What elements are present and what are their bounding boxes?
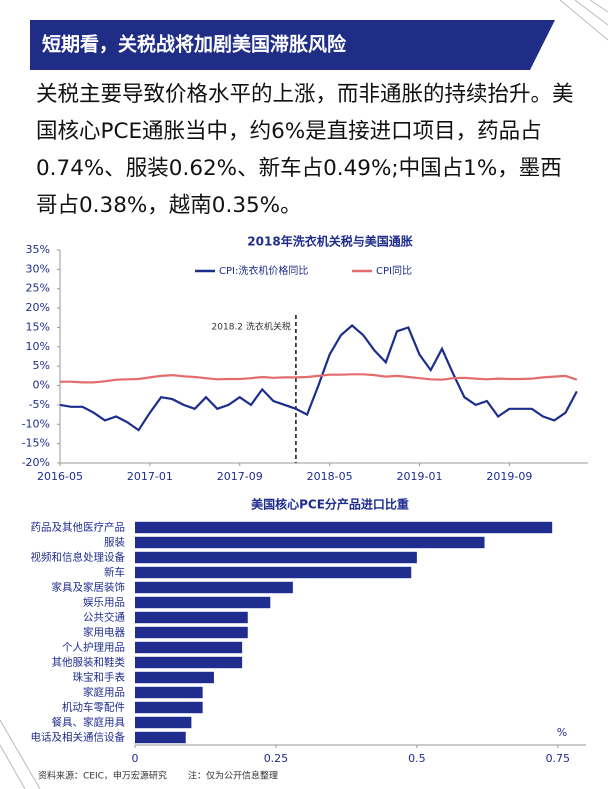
y-tick-label: 0% xyxy=(33,379,50,392)
bar xyxy=(135,686,203,699)
bar xyxy=(135,536,485,549)
legend-label: CPI同比 xyxy=(376,265,412,277)
category-label: 其他服装和鞋类 xyxy=(52,656,126,669)
bar xyxy=(135,596,271,609)
header-band xyxy=(30,20,555,70)
category-label: 个人护理用品 xyxy=(62,641,125,654)
bar xyxy=(135,521,553,534)
category-label: 家庭用品 xyxy=(83,686,125,699)
x-tick-label: 0.75 xyxy=(546,752,571,765)
source: 资料来源：CEIC，申万宏源研究 xyxy=(38,770,167,782)
x-tick-label: 2016-05 xyxy=(37,470,83,483)
category-label: 新车 xyxy=(104,566,125,579)
note: 注：仅为公开信息整理 xyxy=(188,770,278,782)
x-tick-label: 2018-05 xyxy=(307,470,353,483)
legend-label: CPI:洗衣机价格同比 xyxy=(219,264,308,277)
y-tick-label: -20% xyxy=(22,456,50,469)
y-tick-label: -15% xyxy=(22,437,50,450)
bar xyxy=(135,716,192,729)
x-tick-label: 2019-01 xyxy=(397,470,443,483)
bar xyxy=(135,611,248,624)
category-label: 餐具、家庭用具 xyxy=(52,716,126,729)
x-tick-label: 0 xyxy=(132,752,139,765)
category-label: 药品及其他医疗产品 xyxy=(31,521,126,534)
x-tick-label: 2017-09 xyxy=(217,470,263,483)
chart-title: 美国核心PCE分产品进口比重 xyxy=(251,497,409,512)
y-tick-label: 15% xyxy=(26,320,50,333)
x-tick-label: 2019-09 xyxy=(486,470,532,483)
category-label: 公共交通 xyxy=(83,611,125,624)
category-label: 珠宝和手表 xyxy=(73,671,126,684)
category-label: 家具及家居装饰 xyxy=(52,581,126,594)
bar xyxy=(135,641,243,654)
x-tick-label: 0.5 xyxy=(408,752,426,765)
annotation-label: 2018.2 洗衣机关税 xyxy=(212,321,291,333)
x-tick-label: 2017-01 xyxy=(127,470,173,483)
category-label: 机动车零配件 xyxy=(62,701,125,714)
bar xyxy=(135,626,248,639)
y-tick-label: 25% xyxy=(26,282,50,295)
x-tick-label: 0.25 xyxy=(264,752,289,765)
body-text: 关税主要导致价格水平的上涨，而非通胀的持续抬升。美国核心PCE通胀当中，约6%是… xyxy=(36,82,574,218)
category-label: 服装 xyxy=(104,536,125,549)
chart-title: 2018年洗衣机关税与美国通胀 xyxy=(247,234,412,249)
y-tick-label: -5% xyxy=(29,398,50,411)
line-series xyxy=(60,373,578,384)
y-tick-label: 10% xyxy=(26,340,50,353)
y-tick-label: 35% xyxy=(26,243,50,256)
bar xyxy=(135,701,203,714)
bar xyxy=(135,656,243,669)
y-tick-label: 30% xyxy=(26,262,50,275)
category-label: 视频和信息处理设备 xyxy=(31,551,126,564)
y-tick-label: 5% xyxy=(33,359,50,372)
category-label: 电话及相关通信设备 xyxy=(31,731,126,744)
bar xyxy=(135,566,412,579)
bar xyxy=(135,731,186,744)
line-series xyxy=(59,324,578,432)
bar xyxy=(135,671,214,684)
category-label: 家用电器 xyxy=(83,626,125,639)
y-tick-label: 20% xyxy=(26,301,50,314)
x-axis-label: % xyxy=(557,726,567,739)
header-title: 短期看，关税战将加剧美国滞胀风险 xyxy=(42,33,347,56)
bar xyxy=(135,551,417,564)
y-tick-label: -10% xyxy=(22,417,50,430)
category-label: 娱乐用品 xyxy=(83,596,125,609)
bar xyxy=(135,581,293,594)
